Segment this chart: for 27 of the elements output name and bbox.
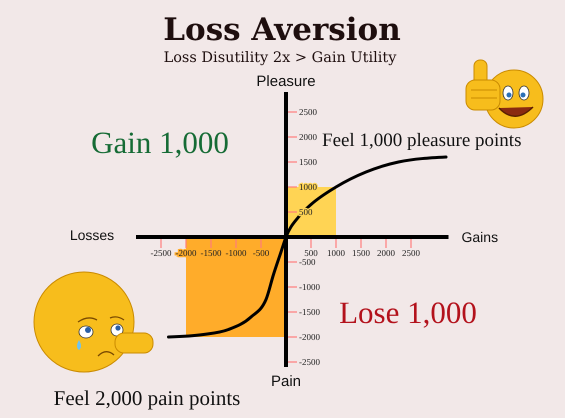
- y-tick-label: 2000: [299, 132, 318, 142]
- y-tick-label: -500: [299, 257, 316, 267]
- y-tick-label: -1000: [299, 282, 320, 292]
- text: Losses: [70, 227, 114, 243]
- x-tick-label: -2500: [150, 248, 172, 258]
- x-tick-label: 1500: [352, 248, 370, 258]
- y-tick-label: -2000: [299, 332, 320, 342]
- y-tick-label: -1500: [299, 307, 320, 317]
- chart-title: Loss Aversion: [163, 12, 401, 48]
- annotation: Gain 1,000: [91, 125, 229, 160]
- y-tick-label: -2500: [299, 357, 320, 367]
- y-tick-label: 2500: [299, 107, 318, 117]
- y-axis-title: Pleasure: [256, 73, 316, 90]
- annotation: Feel 1,000 pleasure points: [322, 130, 522, 151]
- chart-subtitle: Loss Disutility 2x > Gain Utility: [164, 50, 398, 66]
- x-tick-label: 2500: [402, 248, 420, 258]
- x-tick-label: 1000: [327, 248, 346, 258]
- x-tick-label: -1000: [226, 248, 247, 258]
- text: Pain: [270, 373, 302, 390]
- x-axis-title: Gains: [462, 229, 498, 245]
- x-tick-label: -500: [252, 248, 270, 258]
- annotation: Lose 1,000: [339, 295, 477, 330]
- x-tick-label: -2000: [176, 248, 197, 258]
- y-tick-label: 1500: [299, 157, 318, 167]
- text: Feel 2,000 pain points: [54, 386, 240, 410]
- x-tick-label: -1500: [200, 248, 222, 258]
- x-tick-label: 2000: [377, 248, 396, 258]
